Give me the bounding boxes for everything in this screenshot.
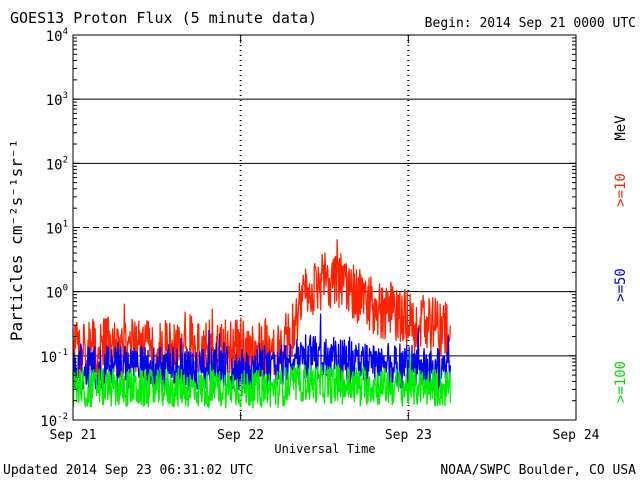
x-axis-ticks: Sep 21 Sep 22 Sep 23 Sep 24 [50, 35, 600, 443]
x-tick-label: Sep 24 [553, 428, 600, 443]
x-axis-title: Universal Time [274, 442, 375, 456]
series-layer [72, 239, 451, 409]
legend-gte50: >=50 [613, 268, 629, 302]
x-tick-label: Sep 21 [50, 428, 97, 443]
updated-timestamp: Updated 2014 Sep 23 06:31:02 UTC [3, 463, 253, 478]
series-line [72, 313, 451, 393]
y-tick-label: 100 [46, 284, 68, 302]
y-tick-label: 103 [46, 91, 68, 109]
legend-gte100: >=100 [613, 361, 629, 403]
x-tick-label: Sep 23 [385, 428, 432, 443]
unit-label-mev: MeV [613, 115, 629, 141]
y-tick-label: 101 [46, 220, 68, 238]
y-tick-label: 104 [46, 27, 68, 45]
data-source-credit: NOAA/SWPC Boulder, CO USA [440, 463, 636, 478]
series-line [72, 239, 451, 381]
y-tick-label: 102 [46, 155, 68, 173]
x-tick-label: Sep 22 [217, 428, 264, 443]
series-line [72, 352, 451, 409]
chart-title: GOES13 Proton Flux (5 minute data) [10, 9, 317, 27]
y-tick-label: 10-1 [40, 348, 68, 366]
y-axis-title: Particles cm⁻²s⁻¹sr⁻¹ [7, 139, 26, 341]
y-axis-ticks: 104 103 102 101 100 10-1 10-2 [40, 27, 576, 430]
begin-time-label: Begin: 2014 Sep 21 0000 UTC [425, 16, 636, 31]
legend-gte10: >=10 [613, 173, 629, 207]
y-tick-label: 10-2 [40, 412, 68, 430]
